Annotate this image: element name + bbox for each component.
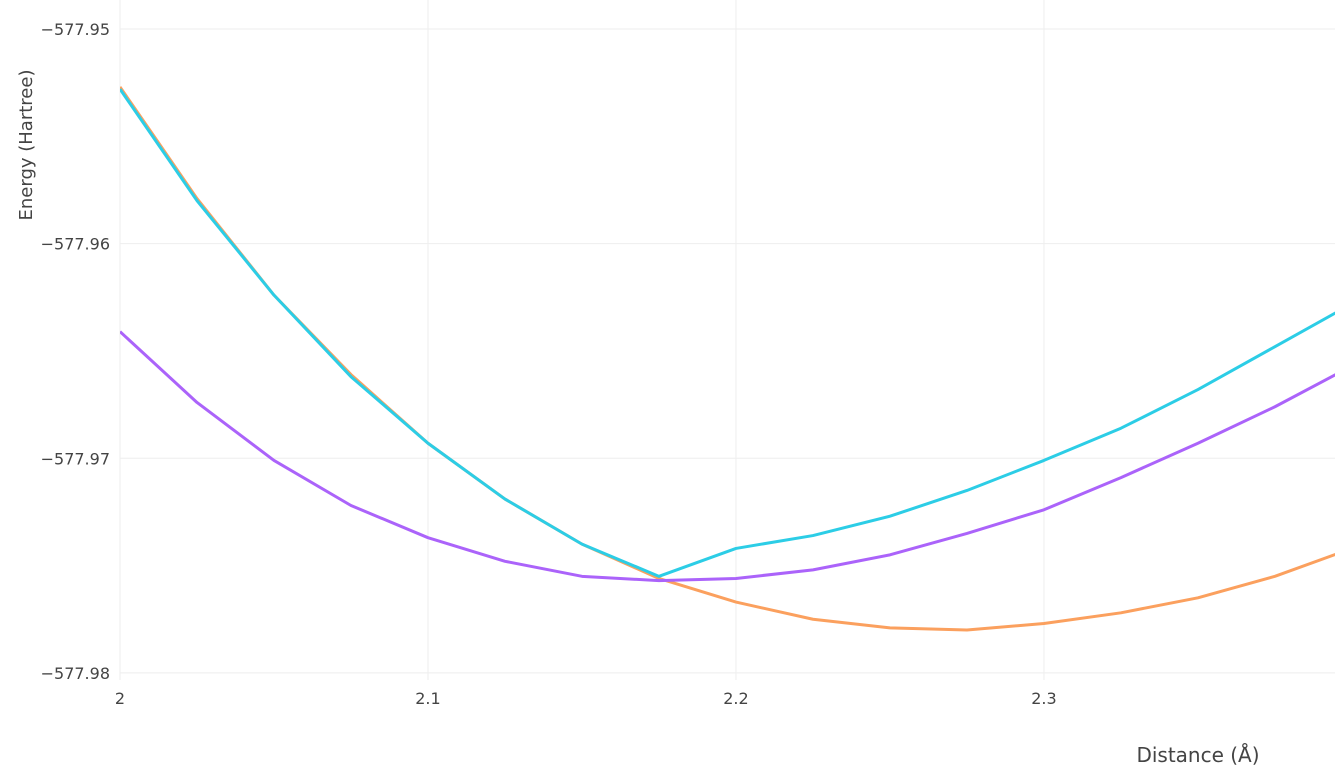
lines <box>120 86 1335 632</box>
grid <box>119 0 1335 680</box>
x-tick-label: 2 <box>115 689 125 708</box>
x-tick-label: 2.2 <box>723 689 748 708</box>
x-axis-title: Distance (Å) <box>1136 743 1259 767</box>
y-axis-title: Energy (Hartree) <box>16 70 37 221</box>
y-tick-label: −577.97 <box>41 449 110 468</box>
y-tick-label: −577.98 <box>41 664 110 683</box>
series-line <box>120 330 1335 583</box>
y-tick-label: −577.95 <box>41 20 110 39</box>
series-line <box>120 88 1335 578</box>
x-tick-label: 2.3 <box>1031 689 1056 708</box>
y-tick-label: −577.96 <box>41 235 110 254</box>
series-line <box>120 86 1335 632</box>
x-tick-label: 2.1 <box>415 689 440 708</box>
